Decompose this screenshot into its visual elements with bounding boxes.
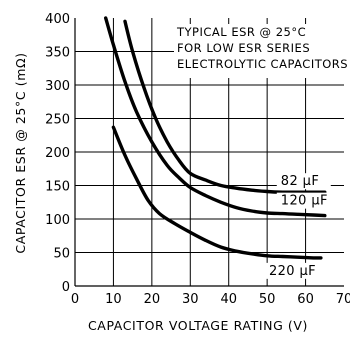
- x-tick-label: 30: [182, 292, 199, 307]
- annotation-line-2: FOR LOW ESR SERIES: [177, 41, 310, 55]
- series-label: 82 µF: [281, 174, 319, 189]
- x-tick-label: 10: [105, 292, 122, 307]
- y-tick-label: 200: [45, 146, 70, 161]
- y-tick-label: 50: [53, 247, 70, 262]
- series-label-bg: [264, 262, 319, 279]
- series-curve-1: [104, 16, 327, 218]
- tick-labels: 0 50 100 150 200 250 300 350 400 0 10 20 30 40 50 60 70: [45, 12, 350, 307]
- x-axis-label: CAPACITOR VOLTAGE RATING (V): [88, 318, 308, 333]
- x-tick-label: 50: [259, 292, 276, 307]
- y-tick-label: 100: [45, 213, 70, 228]
- x-tick-label: 0: [71, 292, 79, 307]
- x-tick-label: 60: [297, 292, 314, 307]
- x-tick-label: 20: [144, 292, 161, 307]
- y-axis-label: CAPACITOR ESR @ 25°C (mΩ): [13, 52, 28, 253]
- y-tick-label: 0: [62, 280, 70, 295]
- annotation-line-1: TYPICAL ESR @ 25°C: [176, 25, 306, 39]
- annotation-background: [174, 24, 350, 78]
- series-curve-0: [123, 19, 327, 194]
- series-label: 220 µF: [269, 264, 316, 279]
- y-tick-label: 400: [45, 12, 70, 27]
- series-label-bg: [276, 173, 331, 190]
- series-curves: [104, 16, 327, 260]
- y-tick-label: 350: [45, 46, 70, 61]
- y-tick-label: 250: [45, 113, 70, 128]
- series-label: 120 µF: [281, 194, 328, 209]
- series-curve-2: [111, 125, 323, 260]
- series-labels: 82 µF 120 µF 220 µF: [264, 173, 331, 279]
- x-tick-label: 40: [220, 292, 237, 307]
- y-tick-label: 150: [45, 180, 70, 195]
- axes: [74, 18, 344, 287]
- x-tick-label: 70: [336, 292, 350, 307]
- series-label-bg: [276, 192, 331, 209]
- y-tick-label: 300: [45, 79, 70, 94]
- annotation-line-3: ELECTROLYTIC CAPACITORS: [177, 57, 348, 71]
